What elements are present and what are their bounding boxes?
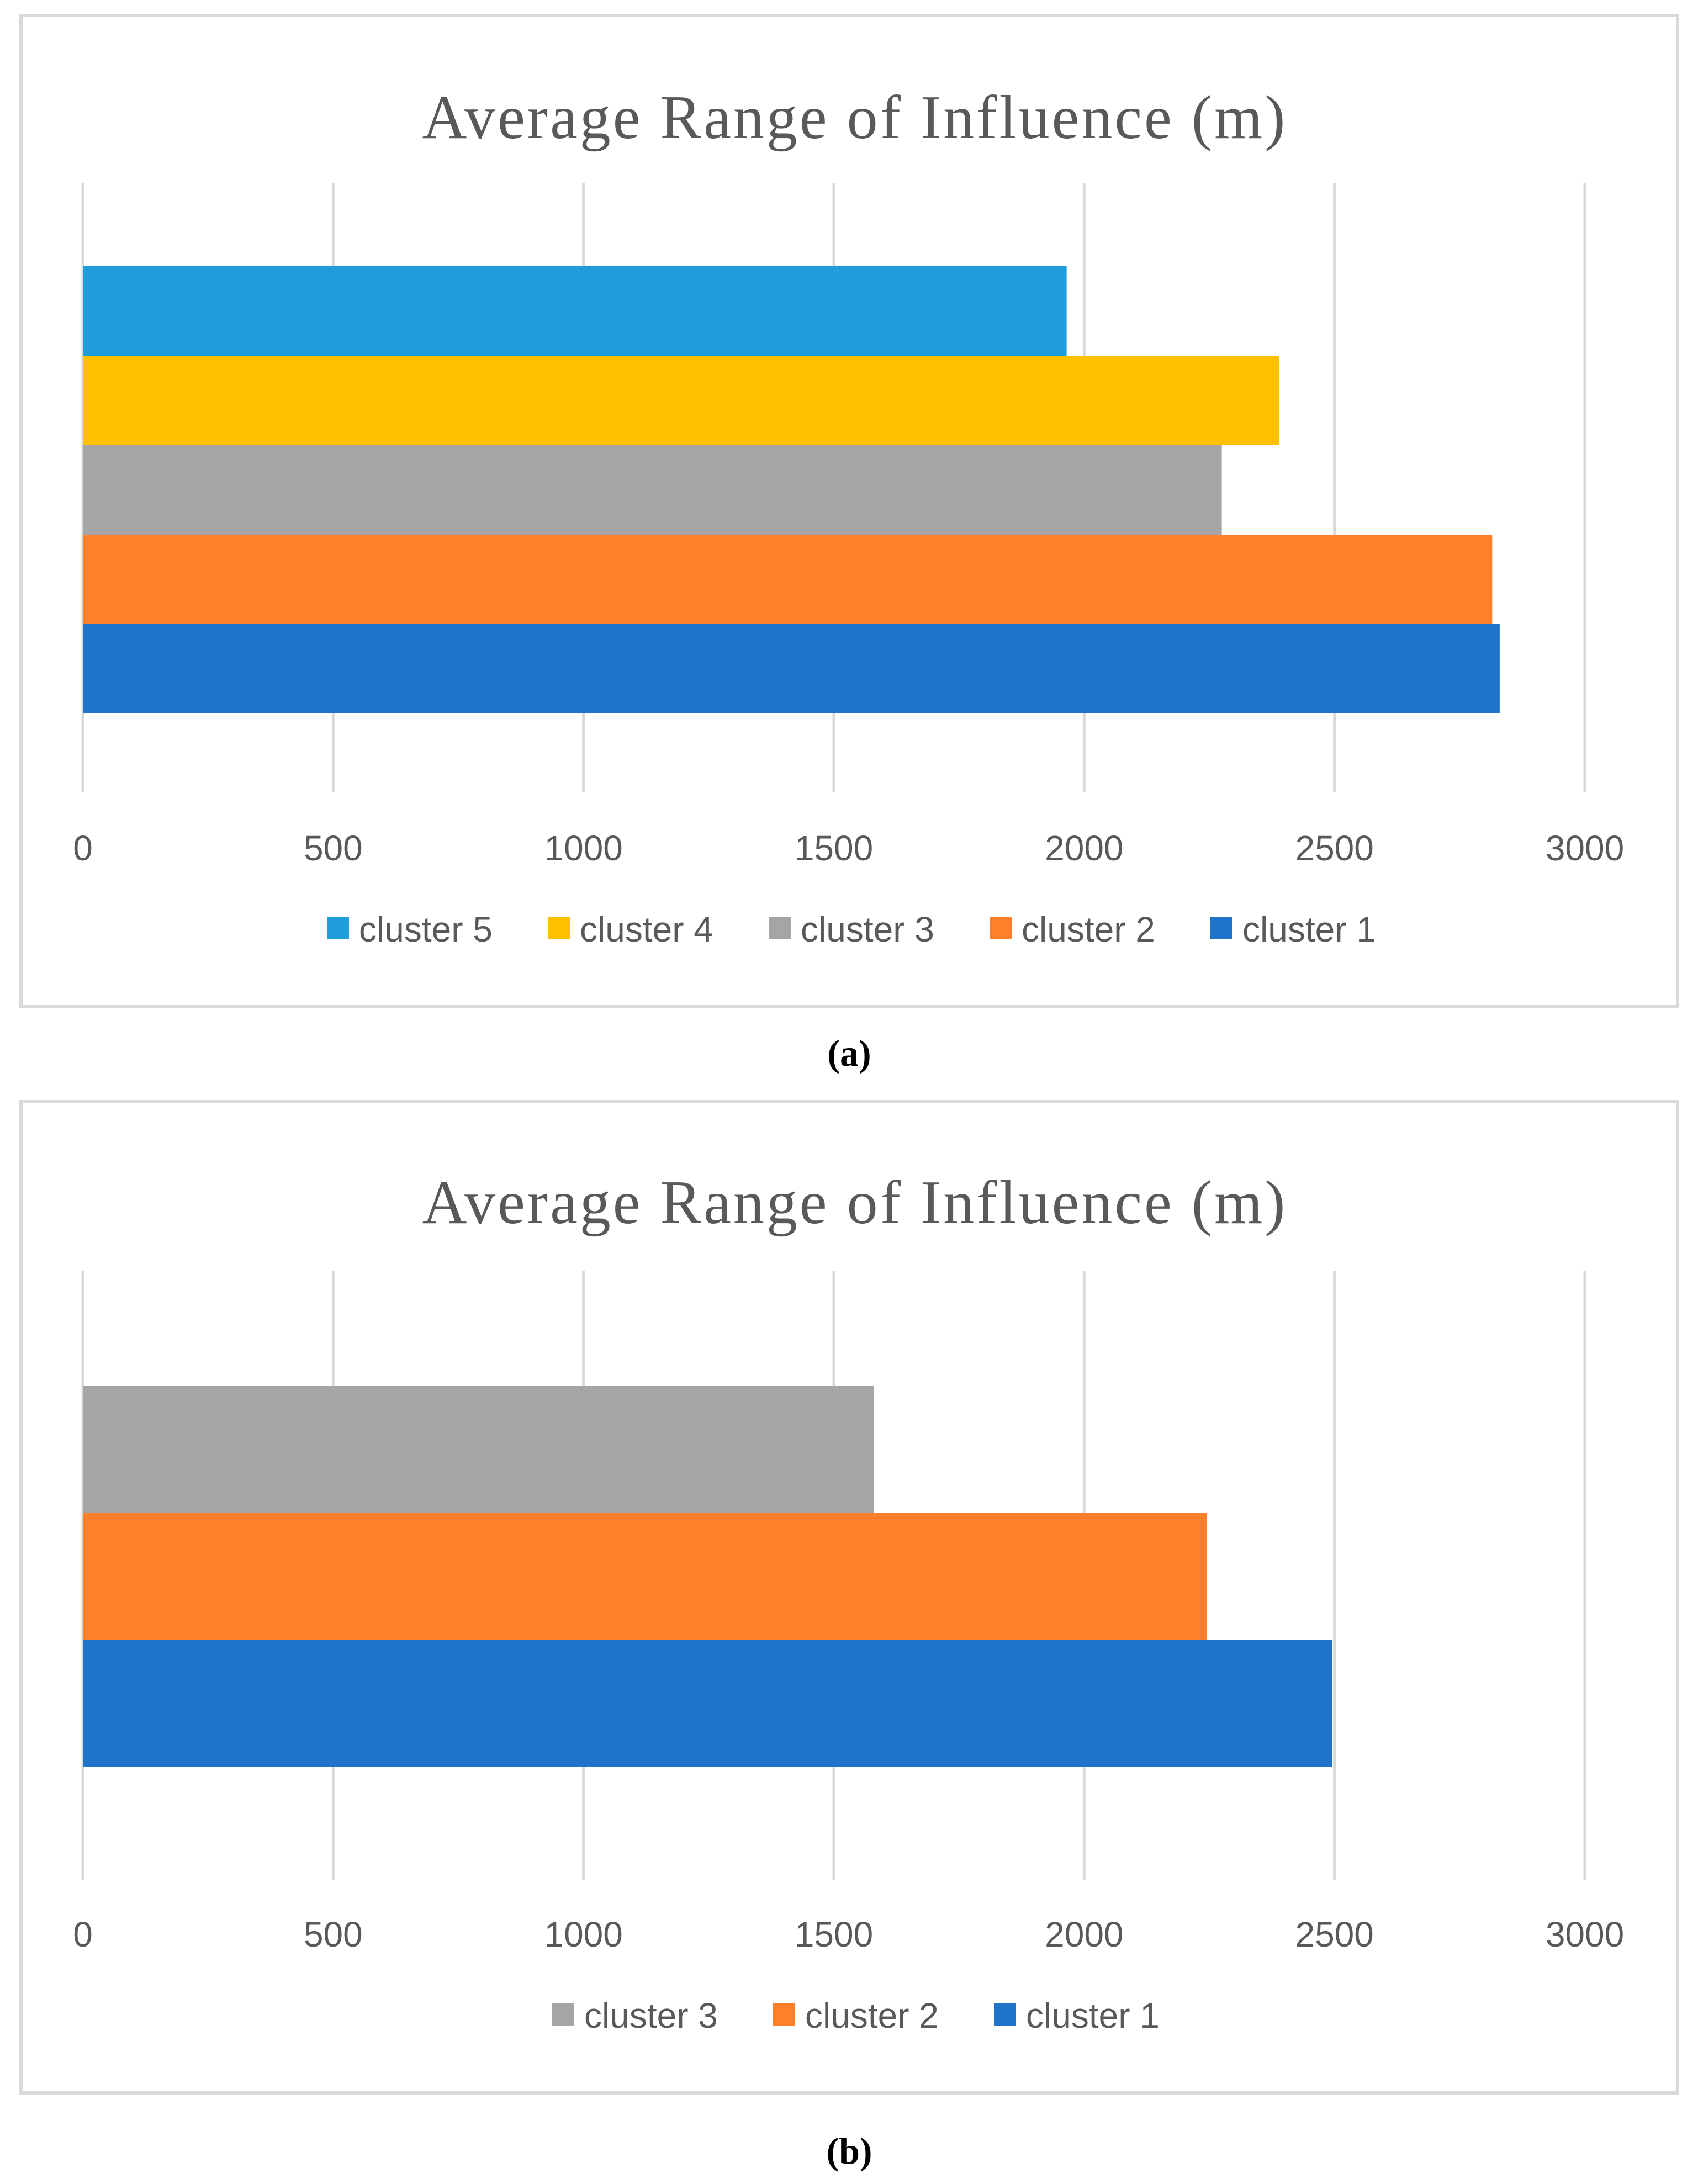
legend-label: cluster 4 xyxy=(580,909,713,949)
x-tick-label: 3000 xyxy=(1546,828,1624,868)
chart-title: Average Range of Influence (m) xyxy=(422,83,1288,152)
bar-cluster-1 xyxy=(83,624,1500,713)
figure-caption: (b) xyxy=(826,2130,872,2172)
x-tick-label: 500 xyxy=(304,1915,363,1954)
bar-cluster-3 xyxy=(83,1386,874,1513)
legend-swatch-cluster-2 xyxy=(773,2003,795,2026)
legend-swatch-cluster-3 xyxy=(769,917,791,939)
legend-swatch-cluster-1 xyxy=(994,2003,1016,2026)
x-tick-label: 1000 xyxy=(544,828,622,868)
bar-cluster-4 xyxy=(83,356,1279,445)
legend-label: cluster 1 xyxy=(1242,909,1376,949)
legend-label: cluster 3 xyxy=(801,909,934,949)
bar-cluster-2 xyxy=(83,1513,1207,1640)
x-tick-label: 1000 xyxy=(544,1915,622,1954)
figure-caption: (a) xyxy=(827,1032,871,1074)
x-tick-label: 2500 xyxy=(1295,1915,1373,1954)
legend-swatch-cluster-4 xyxy=(548,917,570,939)
x-tick-label: 0 xyxy=(73,1915,93,1954)
legend-label: cluster 2 xyxy=(805,1996,939,2035)
legend-swatch-cluster-3 xyxy=(552,2003,574,2026)
x-tick-label: 500 xyxy=(304,828,363,868)
legend-label: cluster 3 xyxy=(584,1996,718,2035)
x-tick-label: 2000 xyxy=(1045,1915,1123,1954)
bar-cluster-2 xyxy=(83,535,1493,624)
x-tick-label: 1500 xyxy=(795,1915,873,1954)
x-tick-label: 2000 xyxy=(1045,828,1123,868)
x-tick-label: 3000 xyxy=(1546,1915,1624,1954)
legend-swatch-cluster-1 xyxy=(1210,917,1232,939)
legend-label: cluster 2 xyxy=(1022,909,1155,949)
legend-label: cluster 1 xyxy=(1026,1996,1160,2035)
x-tick-label: 0 xyxy=(73,828,93,868)
legend-label: cluster 5 xyxy=(359,909,493,949)
bar-cluster-3 xyxy=(83,445,1222,535)
chart-title: Average Range of Influence (m) xyxy=(422,1168,1288,1237)
legend-swatch-cluster-2 xyxy=(990,917,1012,939)
chart-b: Average Range of Influence (m) 0 500 1000 15… xyxy=(19,1100,1679,2095)
bar-cluster-5 xyxy=(83,266,1067,356)
bar-cluster-1 xyxy=(83,1640,1332,1767)
x-tick-label: 1500 xyxy=(795,828,873,868)
x-tick-label: 2500 xyxy=(1295,828,1373,868)
chart-a: Average Range of Influence (m) 0 500 1000 15… xyxy=(19,14,1679,1008)
legend-swatch-cluster-5 xyxy=(327,917,349,939)
